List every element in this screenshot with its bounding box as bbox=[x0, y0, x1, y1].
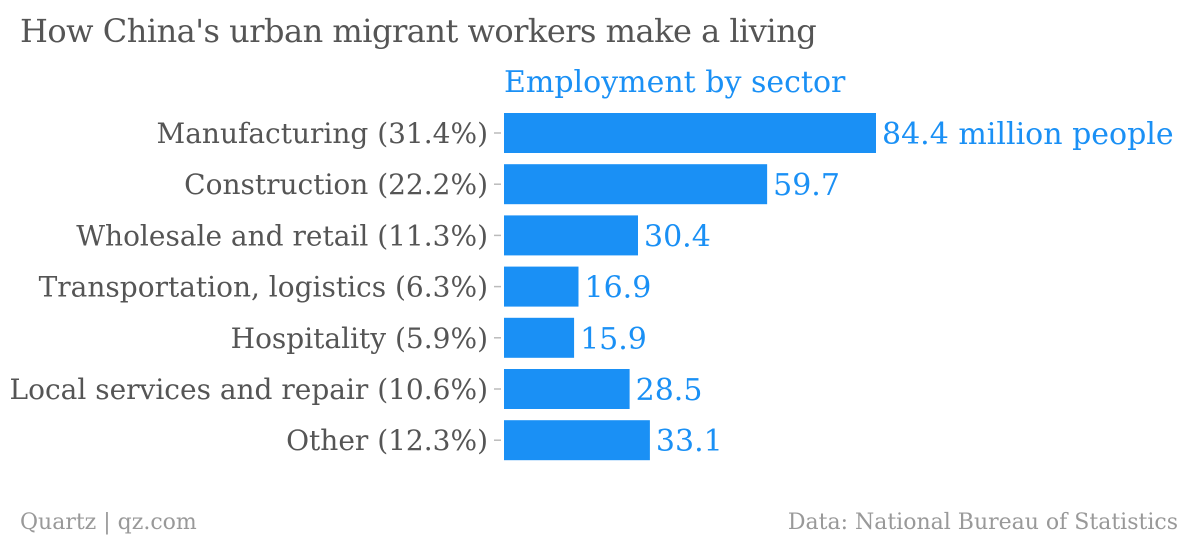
series-header: Employment by sector bbox=[504, 65, 846, 100]
value-label: 33.1 bbox=[656, 424, 723, 459]
category-label: Manufacturing (31.4%) bbox=[157, 117, 488, 150]
footer-source-left: Quartz | qz.com bbox=[20, 510, 197, 535]
bar bbox=[504, 420, 650, 461]
bar bbox=[504, 266, 579, 307]
category-label: Transportation, logistics (6.3%) bbox=[39, 271, 488, 304]
value-label: 84.4 million people bbox=[882, 117, 1174, 152]
category-label: Other (12.3%) bbox=[286, 424, 488, 457]
value-label: 28.5 bbox=[636, 373, 703, 408]
footer-source-right: Data: National Bureau of Statistics bbox=[787, 510, 1178, 535]
value-label: 15.9 bbox=[580, 322, 647, 357]
bar bbox=[504, 317, 575, 358]
category-label: Local services and repair (10.6%) bbox=[10, 373, 488, 406]
category-label: Wholesale and retail (11.3%) bbox=[76, 219, 488, 252]
value-label: 59.7 bbox=[773, 168, 840, 203]
bar bbox=[504, 369, 630, 409]
category-label: Hospitality (5.9%) bbox=[231, 322, 488, 355]
value-label: 16.9 bbox=[584, 271, 651, 306]
bar bbox=[504, 215, 638, 256]
bar bbox=[504, 164, 768, 205]
value-label: 30.4 bbox=[644, 219, 711, 254]
bar bbox=[504, 113, 876, 153]
category-label: Construction (22.2%) bbox=[184, 168, 488, 201]
chart-title: How China's urban migrant workers make a… bbox=[20, 12, 817, 50]
